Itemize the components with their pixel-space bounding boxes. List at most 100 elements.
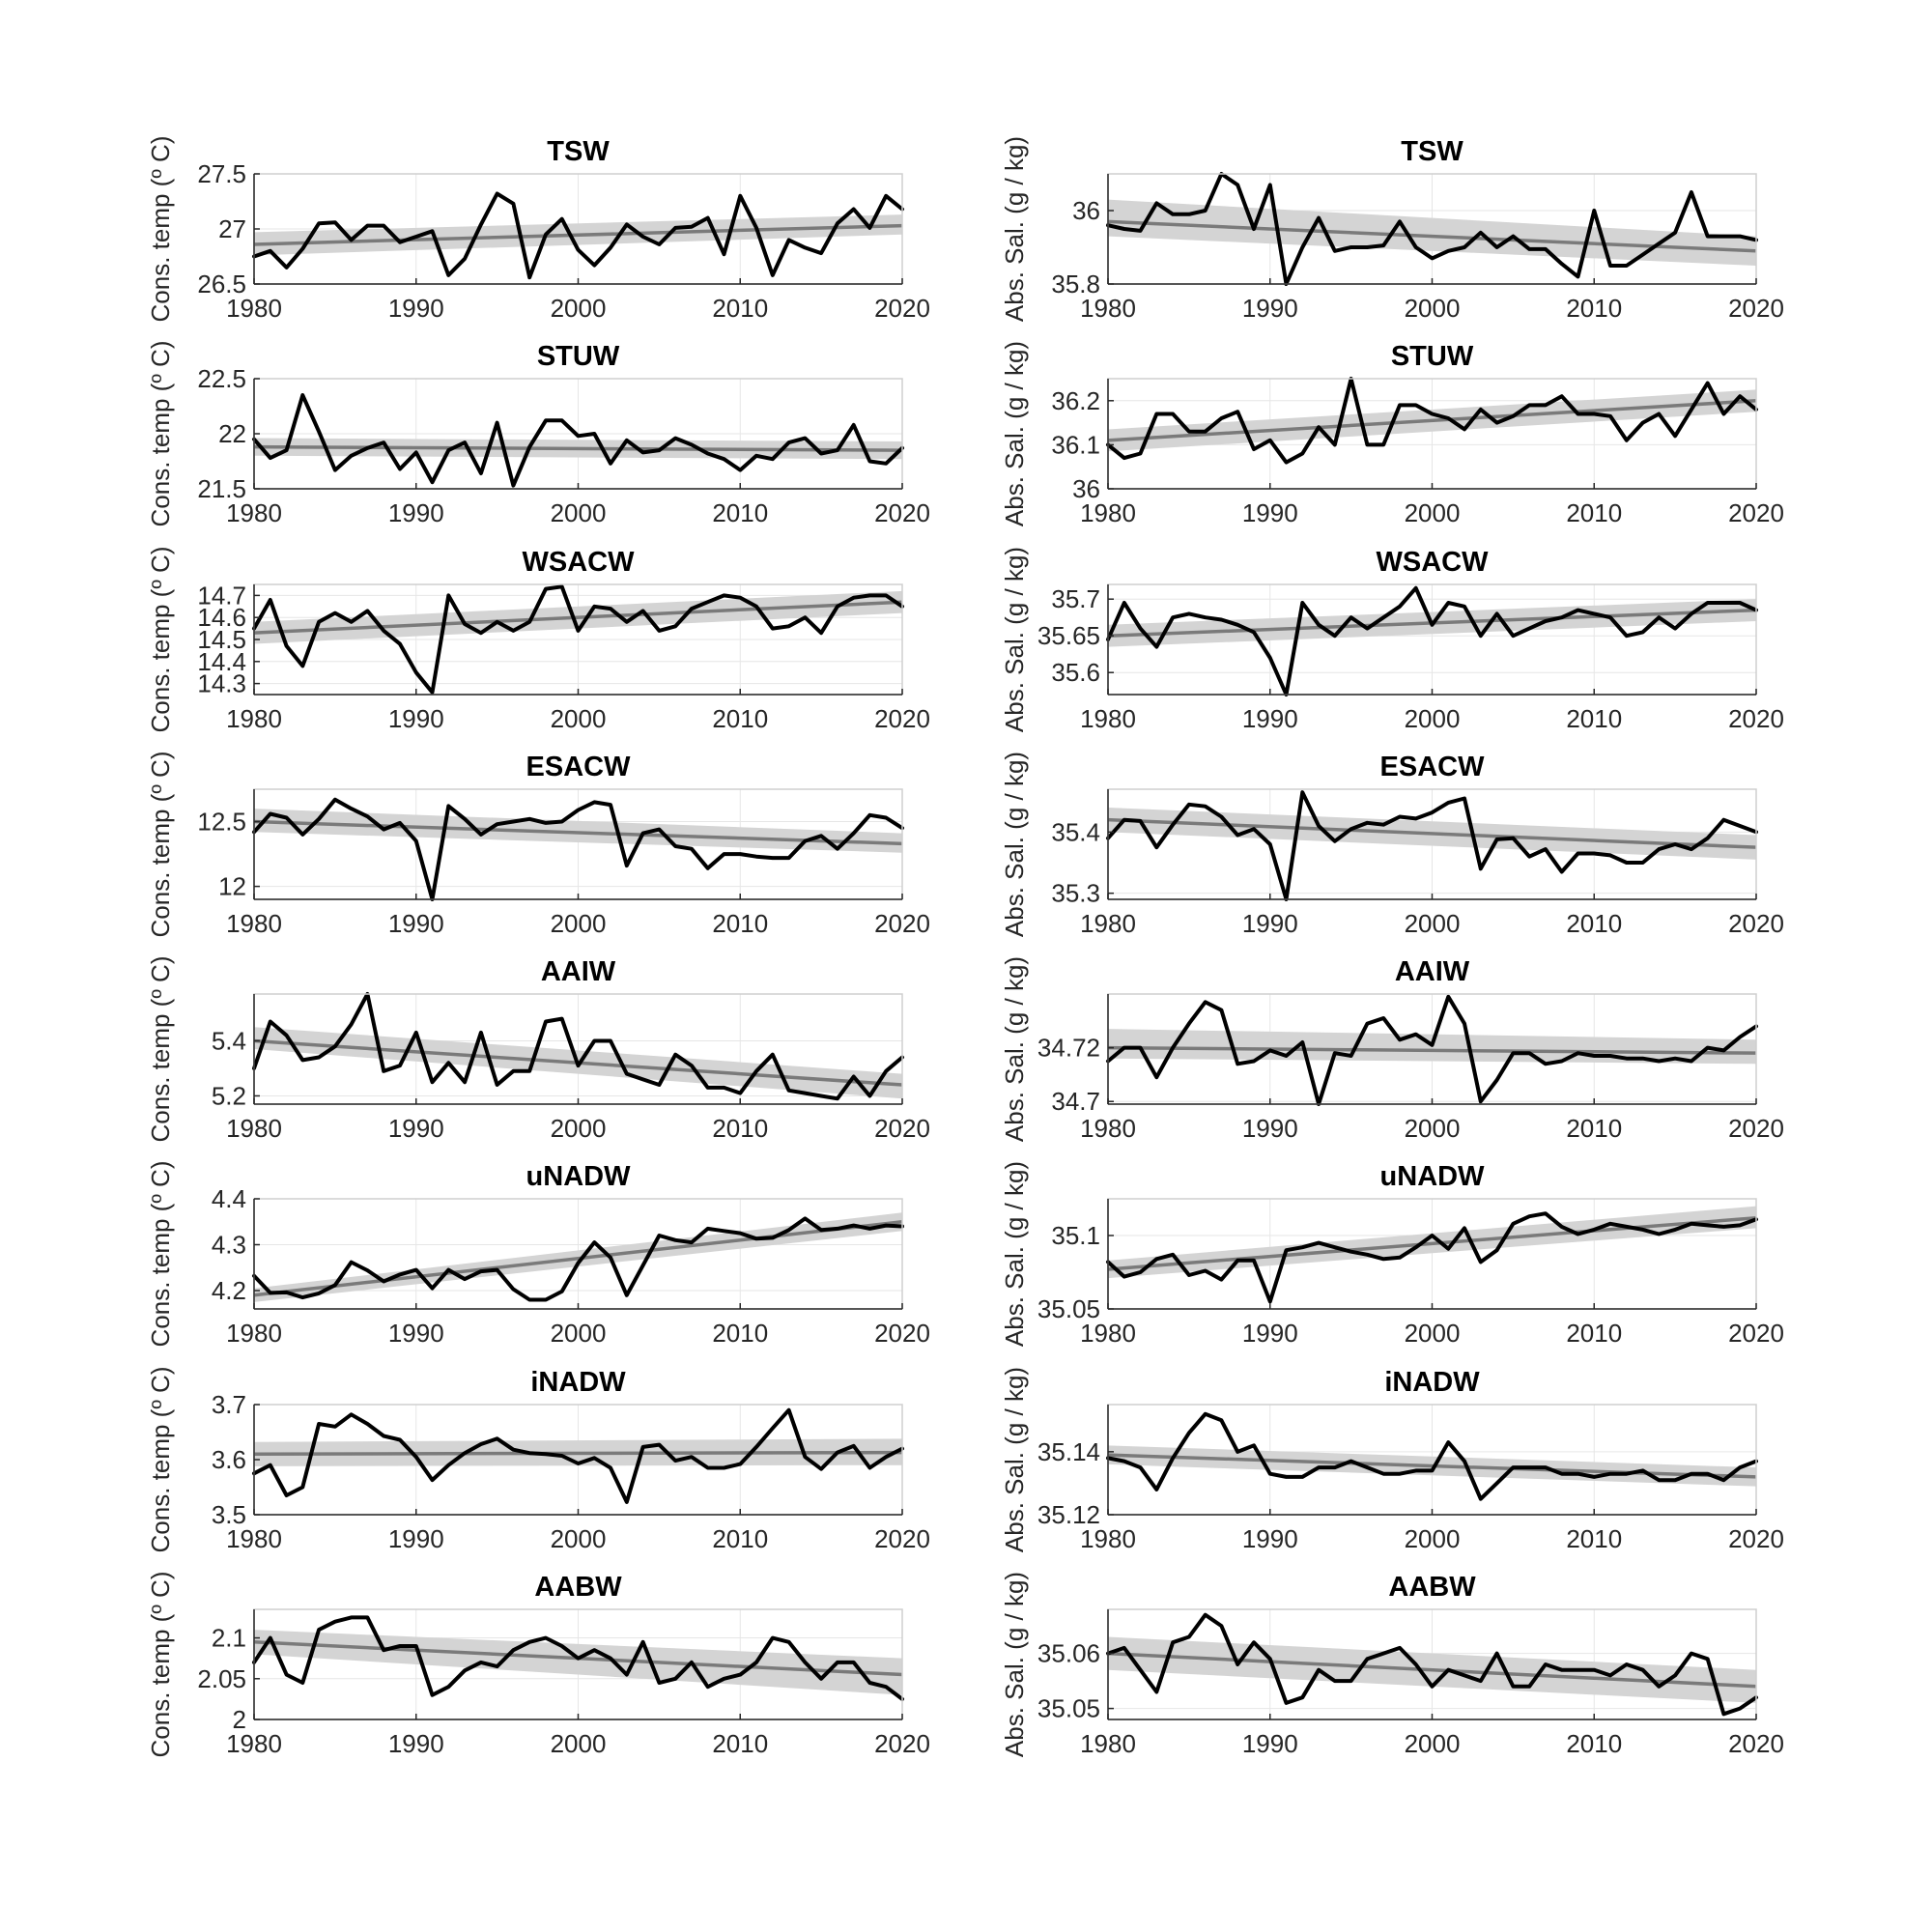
x-tick-label: 2010 (712, 294, 768, 323)
panel-aabw-temp: 1980 1990 2000 2010 2020 2 2.05 2.1 AABW Cons. te… (146, 1572, 930, 1758)
y-tick-label: 3.5 (212, 1500, 246, 1529)
y-tick-label: 2.05 (197, 1664, 246, 1693)
x-tick-label: 2020 (1728, 1524, 1784, 1553)
y-tick-label: 12 (218, 872, 246, 901)
x-tick-label: 2010 (1566, 1114, 1622, 1143)
y-tick-label: 35.06 (1037, 1639, 1100, 1668)
x-tick-label: 2000 (1405, 1729, 1461, 1758)
y-axis-label: Cons. temp (º C) (146, 1572, 175, 1758)
panel-inadw-temp: 1980 1990 2000 2010 2020 3.5 3.6 3.7 iNADW Cons. … (146, 1367, 930, 1553)
y-axis-label: Cons. temp (º C) (146, 956, 175, 1143)
y-axis-label: Cons. temp (º C) (146, 341, 175, 527)
panel-title: iNADW (530, 1367, 626, 1398)
y-axis-label: Cons. temp (º C) (146, 136, 175, 323)
x-tick-label: 1980 (1080, 294, 1136, 323)
series-line (1106, 994, 1758, 1106)
x-tick-label: 2000 (1405, 1114, 1461, 1143)
x-tick-label: 1990 (1242, 1729, 1298, 1758)
trend-line (1107, 399, 1757, 442)
trend-line (253, 1450, 903, 1457)
x-tick-label: 1980 (226, 1114, 282, 1143)
x-tick-label: 2000 (1405, 909, 1461, 938)
y-tick-label: 22 (218, 419, 246, 448)
series-line (252, 992, 904, 1101)
x-tick-label: 2000 (551, 1319, 607, 1348)
y-axis-label: Abs. Sal. (g / kg) (1000, 547, 1029, 732)
x-tick-label: 1990 (388, 1319, 444, 1348)
x-tick-label: 1980 (226, 704, 282, 733)
x-tick-label: 1990 (1242, 909, 1298, 938)
panel-wsacw-temp: 1980 1990 2000 2010 2020 14.314.414.514.614.7… (146, 547, 930, 733)
y-tick-label: 4.4 (212, 1184, 246, 1213)
y-tick-label: 35.8 (1051, 270, 1100, 298)
x-tick-label: 2020 (874, 909, 930, 938)
y-axis-label: Cons. temp (º C) (146, 1367, 175, 1553)
x-tick-label: 2000 (1405, 1524, 1461, 1553)
x-tick-label: 2000 (551, 704, 607, 733)
series-line (252, 1216, 904, 1302)
x-tick-label: 2000 (551, 1524, 607, 1553)
trend-line (253, 1220, 903, 1297)
x-tick-label: 2000 (1405, 498, 1461, 527)
x-tick-label: 2000 (1405, 294, 1461, 323)
panel-unadw-sal: 1980 1990 2000 2010 2020 35.05 35.1 uNADW Abs. S… (1000, 1161, 1784, 1348)
series-line (1106, 172, 1758, 286)
x-tick-label: 2020 (874, 294, 930, 323)
x-tick-label: 2010 (1566, 1729, 1622, 1758)
y-axis-label: Abs. Sal. (g / kg) (1000, 956, 1029, 1142)
y-tick-label: 14.4 (197, 647, 246, 676)
panel-stuw-sal: 1980 1990 2000 2010 2020 36 36.1 36.2 STUW Abs. S… (1000, 341, 1784, 527)
x-tick-label: 1980 (226, 498, 282, 527)
y-axis-label: Cons. temp (º C) (146, 547, 175, 733)
y-tick-label: 35.05 (1037, 1294, 1100, 1323)
x-tick-label: 2010 (712, 1319, 768, 1348)
x-tick-label: 1990 (1242, 704, 1298, 733)
y-axis-label: Abs. Sal. (g / kg) (1000, 136, 1029, 322)
x-tick-label: 2010 (1566, 294, 1622, 323)
y-tick-label: 27.5 (197, 159, 246, 188)
series-line (1106, 1411, 1758, 1501)
panel-title: WSACW (1377, 547, 1490, 578)
x-tick-label: 1980 (1080, 1114, 1136, 1143)
y-tick-label: 36.2 (1051, 386, 1100, 415)
x-tick-label: 2020 (874, 1114, 930, 1143)
panel-wsacw-sal: 1980 1990 2000 2010 2020 35.6 35.65 35.7 WSACW Ab… (1000, 547, 1784, 733)
series-line (1106, 585, 1758, 696)
y-tick-label: 35.6 (1051, 658, 1100, 687)
x-tick-label: 2020 (874, 704, 930, 733)
trend-line (253, 600, 903, 635)
y-tick-label: 2 (233, 1705, 246, 1734)
panel-tsw-sal: 1980 1990 2000 2010 2020 35.8 36 TSW Abs. Sal. (… (1000, 136, 1784, 323)
y-tick-label: 4.3 (212, 1231, 246, 1260)
x-tick-label: 1980 (226, 909, 282, 938)
panel-title: TSW (547, 136, 610, 167)
series-line (252, 797, 904, 901)
x-tick-label: 2010 (1566, 1319, 1622, 1348)
trend-line (253, 444, 903, 452)
x-tick-label: 2010 (712, 498, 768, 527)
y-tick-label: 35.05 (1037, 1694, 1100, 1723)
x-tick-label: 2000 (551, 909, 607, 938)
x-tick-label: 2010 (712, 1114, 768, 1143)
panel-aaiw-sal: 1980 1990 2000 2010 2020 34.7 34.72 AAIW Abs. Sa… (1000, 956, 1784, 1143)
x-tick-label: 2020 (1728, 909, 1784, 938)
y-tick-label: 26.5 (197, 270, 246, 298)
y-tick-label: 14.3 (197, 669, 246, 698)
x-tick-label: 1990 (388, 294, 444, 323)
y-tick-label: 36 (1072, 474, 1100, 503)
x-tick-label: 1980 (1080, 1524, 1136, 1553)
panel-title: iNADW (1384, 1367, 1480, 1398)
y-tick-label: 35.1 (1051, 1221, 1100, 1250)
panel-inadw-sal: 1980 1990 2000 2010 2020 35.12 35.14 iNADW Abs. … (1000, 1367, 1784, 1553)
y-axis-label: Abs. Sal. (g / kg) (1000, 341, 1029, 526)
y-axis-label: Abs. Sal. (g / kg) (1000, 1161, 1029, 1347)
x-tick-label: 1990 (388, 909, 444, 938)
y-tick-label: 5.4 (212, 1026, 246, 1055)
series-line (252, 1407, 904, 1504)
series-line (252, 191, 904, 280)
series-line (1106, 790, 1758, 901)
y-tick-label: 35.4 (1051, 817, 1100, 846)
x-tick-label: 2020 (874, 498, 930, 527)
y-axis-label: Cons. temp (º C) (146, 752, 175, 938)
x-tick-label: 2010 (1566, 498, 1622, 527)
